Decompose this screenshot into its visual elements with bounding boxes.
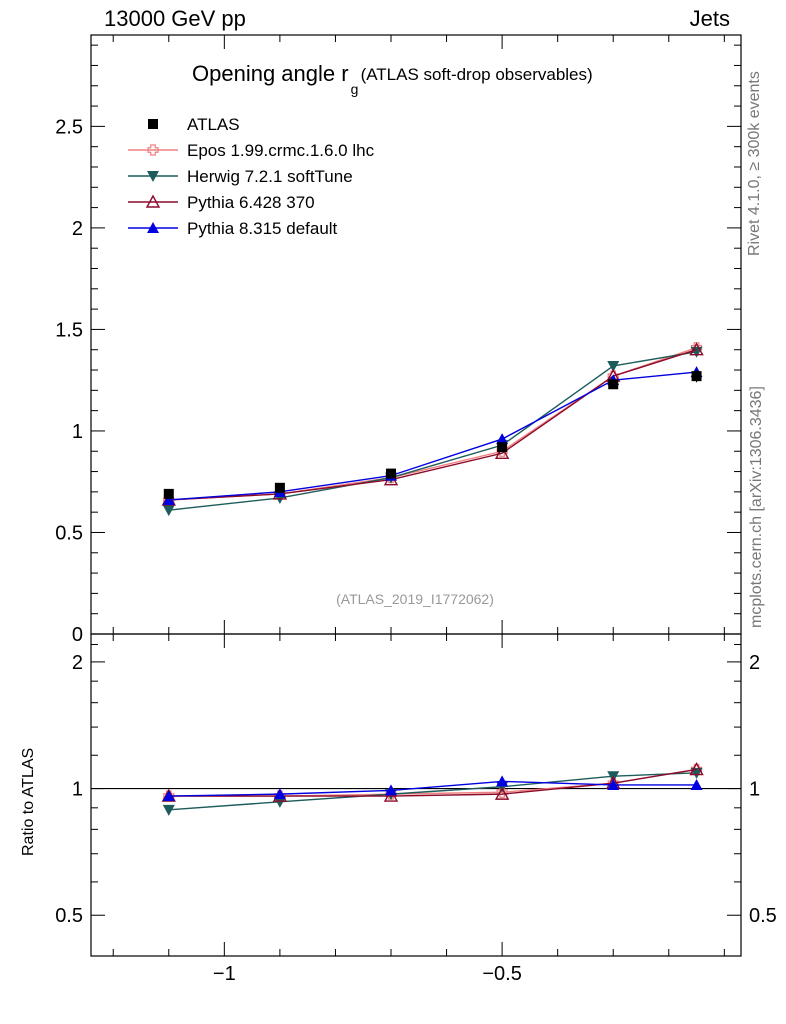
- ratio-series-line: [168, 780, 697, 797]
- data-point: [386, 468, 396, 479]
- series-line: [168, 351, 697, 511]
- ratio-y-tick-label-right: 1: [749, 779, 760, 801]
- data-point: [691, 371, 702, 382]
- ratio-y-tick-label-left: 1: [72, 779, 83, 801]
- series-line: [168, 371, 697, 501]
- legend-marker: [145, 194, 161, 208]
- ratio-data-point: [273, 796, 286, 808]
- ratio-y-tick-label-right: 2: [749, 652, 760, 674]
- data-point: [496, 433, 509, 445]
- ratio-series-4: [162, 775, 703, 802]
- ratio-data-point: [273, 788, 286, 800]
- ratio-data-point: [689, 762, 704, 776]
- legend-marker: [148, 119, 158, 129]
- ratio-series-line: [168, 768, 697, 797]
- legend-marker: [147, 171, 159, 182]
- ratio-data-point: [690, 778, 703, 790]
- ratio-data-point: [607, 778, 620, 790]
- data-point: [689, 342, 704, 356]
- legend-marker: [147, 144, 159, 156]
- y-tick-label: 0: [72, 624, 83, 646]
- ratio-data-point: [496, 786, 508, 798]
- legend-entry: Epos 1.99.crmc.1.6.0 lhc: [128, 141, 375, 160]
- data-point: [274, 482, 285, 493]
- series-4: [162, 366, 703, 505]
- ratio-series-2: [162, 767, 703, 816]
- analysis-id-label: (ATLAS_2019_I1772062): [336, 591, 494, 607]
- ratio-y-tick-label-right: 0.5: [749, 905, 777, 927]
- ratio-y-tick-label-left: 2: [72, 652, 83, 674]
- data-point: [608, 379, 619, 390]
- ratio-panel-frame: [90, 633, 742, 957]
- y-tick-label: 1.5: [55, 319, 83, 341]
- legend-label: Epos 1.99.crmc.1.6.0 lhc: [187, 141, 375, 160]
- legend-entry: Pythia 6.428 370: [128, 193, 315, 212]
- y-tick-label: 2.5: [55, 116, 83, 138]
- ratio-data-point: [494, 786, 510, 800]
- series-line: [168, 349, 697, 501]
- ratio-data-point: [162, 804, 175, 816]
- ratio-data-point: [383, 788, 399, 802]
- data-point: [607, 360, 620, 372]
- series-3: [161, 342, 704, 506]
- data-point: [162, 505, 175, 517]
- series-atlas-data: [163, 370, 702, 499]
- ratio-data-point: [385, 784, 397, 796]
- chart-subtitle: (ATLAS soft-drop observables): [361, 65, 593, 84]
- process-label: Jets: [689, 6, 730, 31]
- chart-title-subscript: g: [351, 81, 359, 97]
- ratio-series-line: [168, 772, 697, 811]
- ratio-data-point: [496, 775, 509, 787]
- y-tick-label: 1: [72, 421, 83, 443]
- data-point: [163, 488, 174, 499]
- legend-label: Herwig 7.2.1 softTune: [187, 167, 353, 186]
- ratio-y-tick-label-left: 0.5: [55, 905, 83, 927]
- legend-entry: ATLAS: [148, 115, 240, 134]
- x-tick-label: −1: [213, 963, 236, 985]
- legend-label: Pythia 6.428 370: [187, 193, 315, 212]
- series-2: [162, 346, 703, 517]
- legend-label: ATLAS: [187, 115, 240, 134]
- data-point: [162, 493, 175, 505]
- x-tick-label: −0.5: [482, 963, 521, 985]
- ratio-data-point: [162, 790, 175, 802]
- legend-label: Pythia 8.315 default: [187, 219, 338, 238]
- legend-entry: Herwig 7.2.1 softTune: [128, 167, 353, 186]
- series-line: [168, 347, 697, 501]
- chart-title: Opening angle r: [192, 61, 349, 86]
- y-tick-label: 0.5: [55, 522, 83, 544]
- legend-marker: [147, 222, 159, 233]
- energy-label: 13000 GeV pp: [104, 6, 246, 31]
- y-tick-label: 2: [72, 218, 83, 240]
- data-point: [494, 445, 510, 459]
- data-point: [497, 442, 508, 453]
- series-1: [163, 342, 703, 506]
- legend-entry: Pythia 8.315 default: [128, 219, 338, 238]
